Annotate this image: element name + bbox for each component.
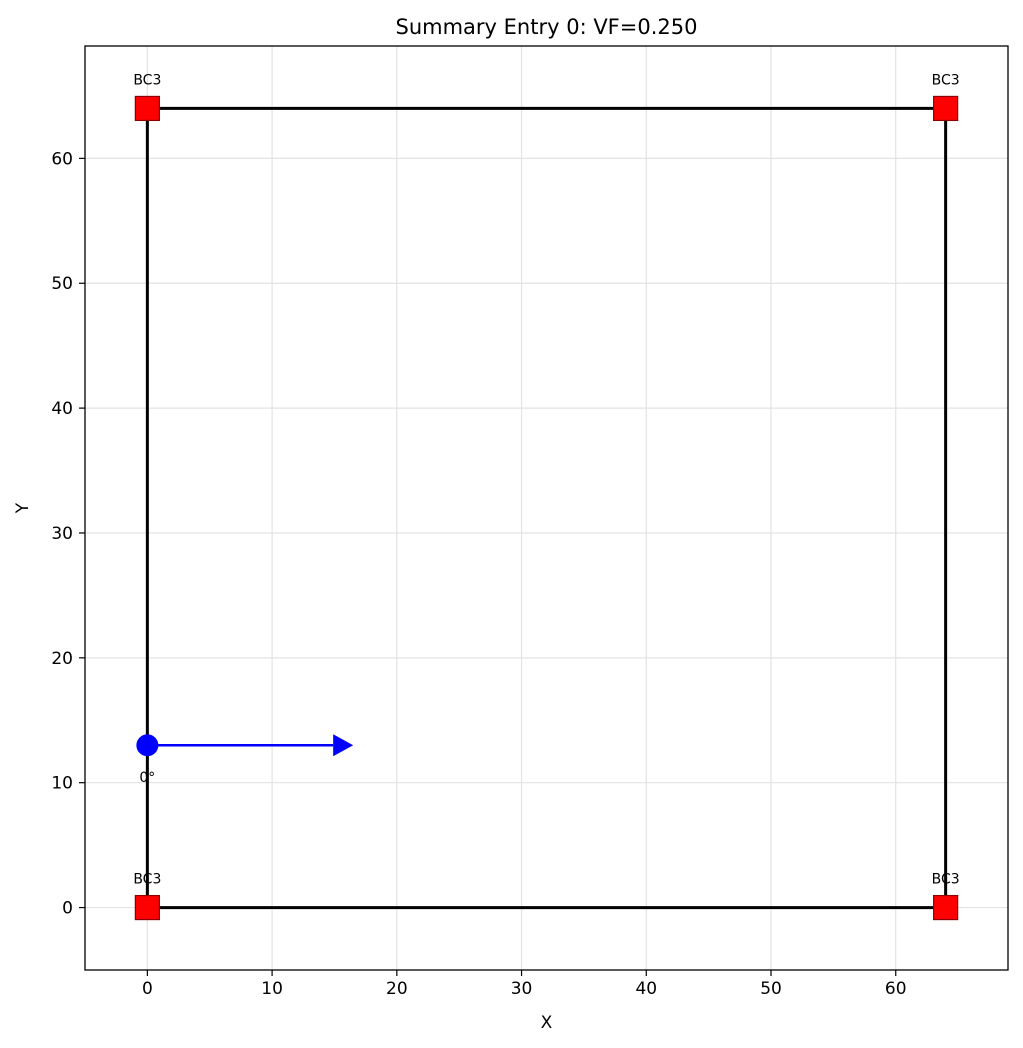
y-axis-label: Y [13,502,33,514]
x-tick-label: 30 [511,979,533,999]
supports: BC3 BC3 BC3 BC3 [133,72,960,921]
x-axis-label: X [541,1013,553,1033]
y-tick-label: 0 [62,899,73,919]
x-tick-label: 60 [885,979,907,999]
load-arrow-head [333,734,354,757]
load-point [136,734,159,757]
y-tick-label: 10 [51,774,73,794]
y-tick-label: 60 [51,149,73,169]
support-marker [933,894,959,921]
x-axis-ticks: 0 10 20 30 40 50 60 [142,970,907,999]
boundary [145,106,948,910]
chart-title: Summary Entry 0: VF=0.250 [396,15,698,39]
x-tick-label: 50 [760,979,782,999]
support-marker [134,95,160,122]
grid [85,46,1008,970]
support-marker [134,894,160,921]
y-tick-label: 20 [51,649,73,669]
loads: 0° [136,734,354,786]
y-axis-ticks: 0 10 20 30 40 50 60 [51,149,85,919]
support-label: BC3 [932,872,960,888]
x-tick-label: 20 [386,979,408,999]
support-label: BC3 [133,872,161,888]
support-label: BC3 [133,72,161,88]
y-tick-label: 40 [51,399,73,419]
load-angle-label: 0° [139,770,155,786]
x-tick-label: 10 [261,979,283,999]
support-marker [933,95,959,122]
y-tick-label: 50 [51,274,73,294]
plot-frame [84,45,1009,971]
support-label: BC3 [932,72,960,88]
y-tick-label: 30 [51,524,73,544]
x-tick-label: 40 [635,979,657,999]
x-tick-label: 0 [142,979,153,999]
